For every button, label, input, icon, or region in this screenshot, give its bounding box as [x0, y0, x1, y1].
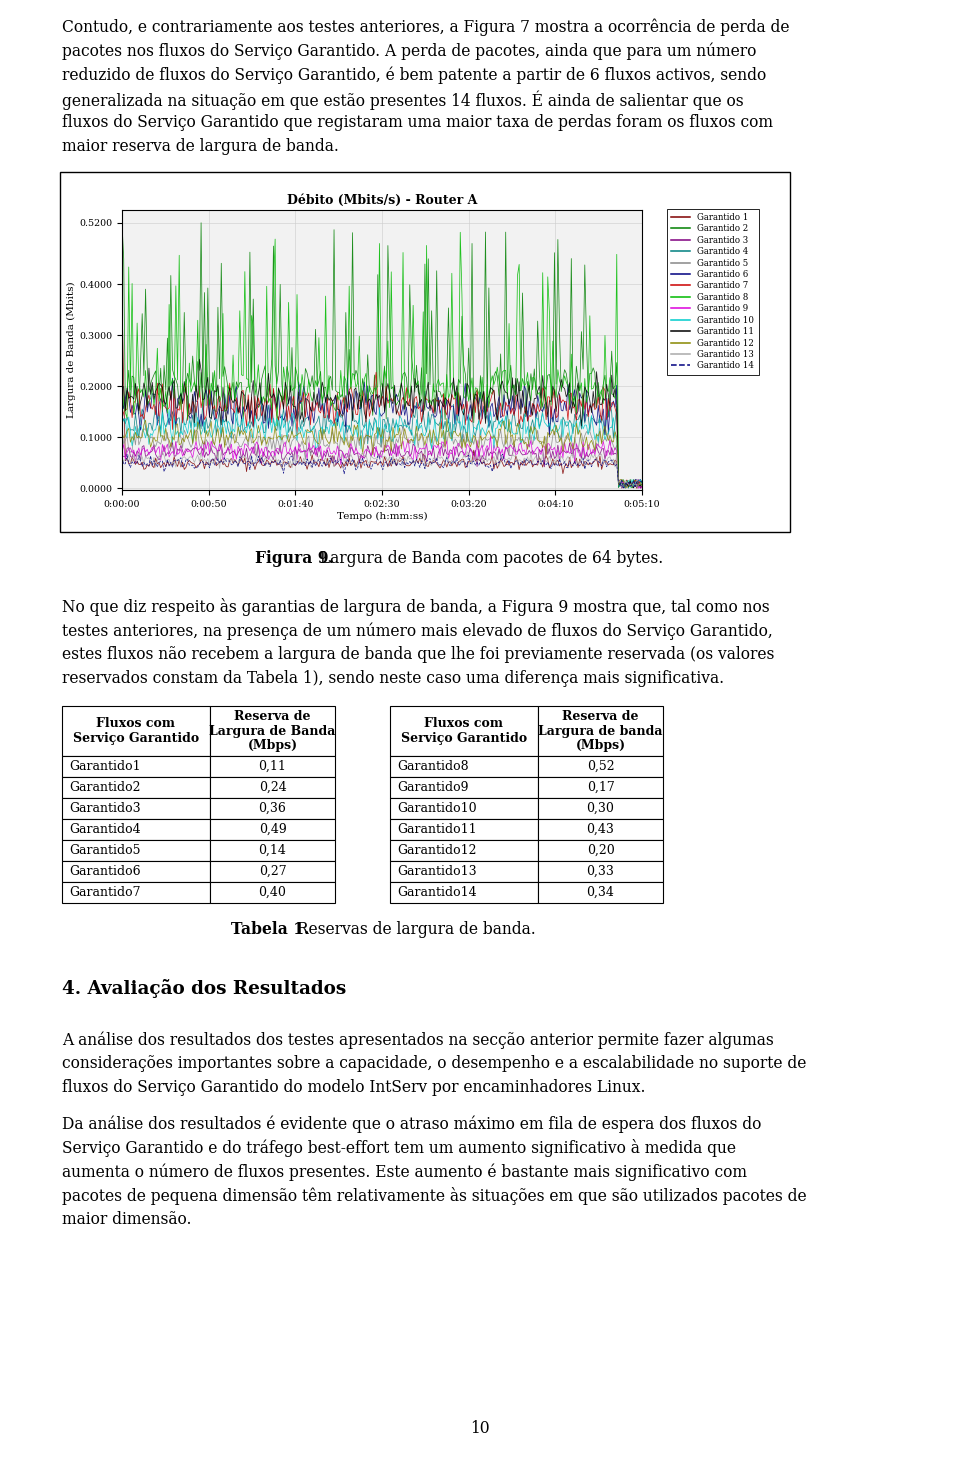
Text: Garantido13: Garantido13 [397, 865, 476, 879]
Text: Contudo, e contrariamente aos testes anteriores, a Figura 7 mostra a ocorrência : Contudo, e contrariamente aos testes ant… [62, 17, 789, 35]
Text: 0,52: 0,52 [587, 761, 614, 774]
Bar [538, 841, 663, 861]
Bar [62, 841, 210, 861]
Text: Garantido5: Garantido5 [69, 844, 140, 857]
Text: Garantido1: Garantido1 [69, 761, 140, 774]
Bar [390, 707, 538, 756]
Text: Reserva de
Largura de Banda
(Mbps): Reserva de Largura de Banda (Mbps) [209, 710, 336, 752]
Text: fluxos do Serviço Garantido do modelo IntServ por encaminhadores Linux.: fluxos do Serviço Garantido do modelo In… [62, 1080, 645, 1097]
Text: 0,17: 0,17 [587, 781, 614, 794]
Text: Reserva de
Largura de banda
(Mbps): Reserva de Largura de banda (Mbps) [539, 710, 662, 752]
Text: 0,34: 0,34 [587, 886, 614, 899]
Text: aumenta o número de fluxos presentes. Este aumento é bastante mais significativo: aumenta o número de fluxos presentes. Es… [62, 1163, 747, 1182]
Bar [390, 819, 538, 841]
Bar [538, 861, 663, 881]
Bar [390, 841, 538, 861]
Text: 0,11: 0,11 [258, 761, 286, 774]
Text: generalizada na situação em que estão presentes 14 fluxos. É ainda de salientar : generalizada na situação em que estão pr… [62, 90, 744, 109]
Text: pacotes de pequena dimensão têm relativamente às situações em que são utilizados: pacotes de pequena dimensão têm relativa… [62, 1187, 806, 1205]
Text: considerações importantes sobre a capacidade, o desempenho e a escalabilidade no: considerações importantes sobre a capaci… [62, 1055, 806, 1072]
Text: testes anteriores, na presença de um número mais elevado de fluxos do Serviço Ga: testes anteriores, na presença de um núm… [62, 622, 773, 640]
Bar [390, 777, 538, 798]
Bar [62, 861, 210, 881]
Text: Garantido10: Garantido10 [397, 801, 476, 814]
Text: Garantido6: Garantido6 [69, 865, 140, 879]
Text: fluxos do Serviço Garantido que registaram uma maior taxa de perdas foram os flu: fluxos do Serviço Garantido que registar… [62, 114, 773, 131]
Text: Largura de Banda com pacotes de 64 bytes.: Largura de Banda com pacotes de 64 bytes… [315, 549, 663, 567]
Text: Garantido14: Garantido14 [397, 886, 476, 899]
Bar [210, 798, 335, 819]
Text: Garantido9: Garantido9 [397, 781, 468, 794]
Bar [62, 707, 210, 756]
Text: Tabela 1.: Tabela 1. [231, 921, 310, 938]
Text: Reservas de largura de banda.: Reservas de largura de banda. [292, 921, 536, 938]
Legend: Garantido 1, Garantido 2, Garantido 3, Garantido 4, Garantido 5, Garantido 6, Ga: Garantido 1, Garantido 2, Garantido 3, G… [667, 208, 758, 374]
Text: Garantido2: Garantido2 [69, 781, 140, 794]
Bar [210, 881, 335, 903]
Bar [210, 707, 335, 756]
Bar [538, 756, 663, 777]
Bar [390, 756, 538, 777]
Text: Serviço Garantido e do tráfego best-effort tem um aumento significativo à medida: Serviço Garantido e do tráfego best-effo… [62, 1139, 736, 1157]
Text: 0,24: 0,24 [258, 781, 286, 794]
Bar [538, 819, 663, 841]
Text: A análise dos resultados dos testes apresentados na secção anterior permite faze: A análise dos resultados dos testes apre… [62, 1032, 774, 1049]
Text: estes fluxos não recebem a largura de banda que lhe foi previamente reservada (o: estes fluxos não recebem a largura de ba… [62, 645, 775, 663]
Bar [210, 819, 335, 841]
Text: Garantido11: Garantido11 [397, 823, 476, 836]
Y-axis label: Largura de Banda (Mbits): Largura de Banda (Mbits) [67, 281, 77, 418]
Bar [62, 881, 210, 903]
Bar [390, 861, 538, 881]
Text: Fluxos com
Serviço Garantido: Fluxos com Serviço Garantido [401, 717, 527, 745]
Text: Garantido7: Garantido7 [69, 886, 140, 899]
Text: 0,36: 0,36 [258, 801, 286, 814]
Text: 10: 10 [470, 1421, 490, 1437]
Text: Da análise dos resultados é evidente que o atraso máximo em fila de espera dos f: Da análise dos resultados é evidente que… [62, 1116, 761, 1134]
Text: No que diz respeito às garantias de largura de banda, a Figura 9 mostra que, tal: No que diz respeito às garantias de larg… [62, 597, 770, 616]
Text: 0,30: 0,30 [587, 801, 614, 814]
Text: Fluxos com
Serviço Garantido: Fluxos com Serviço Garantido [73, 717, 199, 745]
Bar [210, 861, 335, 881]
Text: Figura 9.: Figura 9. [254, 549, 334, 567]
Text: maior dimensão.: maior dimensão. [62, 1211, 191, 1228]
Text: 0,43: 0,43 [587, 823, 614, 836]
Text: Garantido4: Garantido4 [69, 823, 140, 836]
Text: 0,49: 0,49 [258, 823, 286, 836]
Text: Garantido12: Garantido12 [397, 844, 476, 857]
Text: 0,14: 0,14 [258, 844, 286, 857]
Bar [210, 777, 335, 798]
Text: reduzido de fluxos do Serviço Garantido, é bem patente a partir de 6 fluxos acti: reduzido de fluxos do Serviço Garantido,… [62, 66, 766, 83]
Bar [62, 777, 210, 798]
Text: 0,27: 0,27 [258, 865, 286, 879]
Bar [538, 777, 663, 798]
Bar [62, 756, 210, 777]
Text: 0,33: 0,33 [587, 865, 614, 879]
Bar [538, 707, 663, 756]
Bar [390, 798, 538, 819]
Bar [62, 819, 210, 841]
Text: Garantido3: Garantido3 [69, 801, 140, 814]
Bar [210, 841, 335, 861]
Bar [538, 881, 663, 903]
Bar [210, 756, 335, 777]
Bar [390, 881, 538, 903]
Bar [62, 798, 210, 819]
Text: reservados constam da Tabela 1), sendo neste caso uma diferença mais significati: reservados constam da Tabela 1), sendo n… [62, 670, 724, 688]
Text: maior reserva de largura de banda.: maior reserva de largura de banda. [62, 138, 339, 154]
X-axis label: Tempo (h:mm:ss): Tempo (h:mm:ss) [337, 511, 427, 520]
Text: pacotes nos fluxos do Serviço Garantido. A perda de pacotes, ainda que para um n: pacotes nos fluxos do Serviço Garantido.… [62, 42, 756, 60]
Text: Garantido8: Garantido8 [397, 761, 468, 774]
Title: Débito (Mbits/s) - Router A: Débito (Mbits/s) - Router A [287, 194, 477, 207]
Text: 0,40: 0,40 [258, 886, 286, 899]
Text: 4. Avaliação dos Resultados: 4. Avaliação dos Resultados [62, 979, 347, 998]
Bar [538, 798, 663, 819]
Bar [60, 172, 790, 532]
Text: 0,20: 0,20 [587, 844, 614, 857]
